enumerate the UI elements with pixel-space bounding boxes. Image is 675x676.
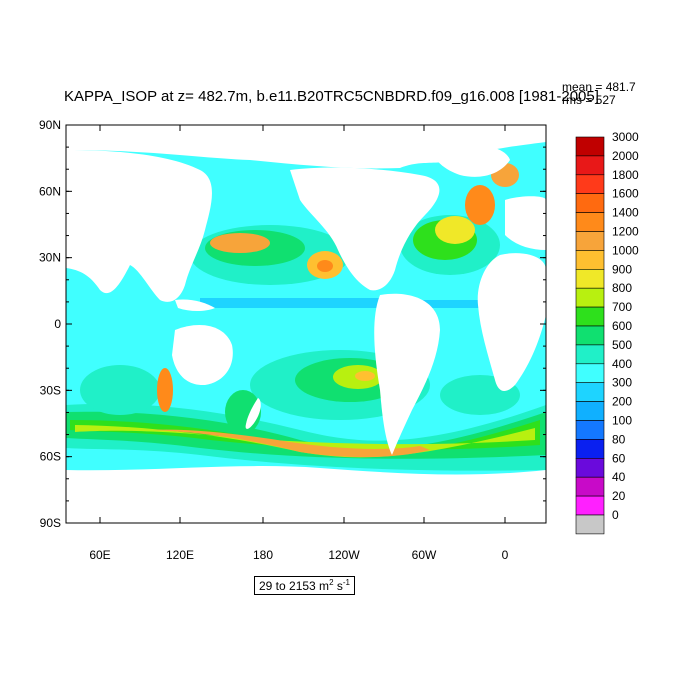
range-label: 29 to 2153 m2 s-1 <box>254 576 355 595</box>
colorbar-swatch <box>575 231 605 251</box>
lat-label: 30S <box>40 383 61 397</box>
colorbar-swatch <box>575 287 605 308</box>
colorbar: 3000200018001600140012001000900800700600… <box>575 130 639 535</box>
colorbar-label: 20 <box>612 489 626 503</box>
colorbar-swatch <box>575 193 605 213</box>
colorbar-label: 900 <box>612 262 632 276</box>
range-sup2: -1 <box>342 578 350 587</box>
longitude-axis: 60E 120E 180 120W 60W 0 <box>89 125 509 562</box>
lat-label: 0 <box>54 317 61 331</box>
colorbar-swatch <box>575 268 605 289</box>
rms-stat: rms = 527 <box>562 93 616 107</box>
colorbar-swatch <box>575 306 605 327</box>
lon-label: 60E <box>89 548 110 562</box>
lat-label: 60N <box>39 184 61 198</box>
colorbar-label: 200 <box>612 395 632 409</box>
colorbar-swatch <box>575 212 605 232</box>
colorbar-swatch <box>575 401 605 421</box>
lat-label: 90N <box>39 118 61 132</box>
lon-label: 180 <box>253 548 273 562</box>
colorbar-label: 1400 <box>612 206 639 220</box>
range-sup1: 2 <box>329 578 334 587</box>
latitude-axis: 90N 60N 30N 0 30S 60S 90S <box>39 118 546 530</box>
range-mid: s <box>333 579 343 593</box>
colorbar-swatch <box>575 439 605 459</box>
colorbar-swatch <box>575 325 605 346</box>
colorbar-label: 600 <box>612 319 632 333</box>
lon-label: 0 <box>502 548 509 562</box>
colorbar-swatch <box>575 382 605 402</box>
colorbar-swatch <box>575 344 605 365</box>
colorbar-swatch <box>575 420 605 440</box>
colorbar-swatch <box>575 155 605 176</box>
colorbar-label: 1000 <box>612 243 639 257</box>
lon-label: 120E <box>166 548 194 562</box>
colorbar-label: 700 <box>612 300 632 314</box>
colorbar-swatch <box>575 514 605 535</box>
lon-label: 60W <box>412 548 437 562</box>
colorbar-swatch <box>575 495 605 516</box>
colorbar-swatch <box>575 457 605 478</box>
lon-label: 120W <box>328 548 360 562</box>
colorbar-label: 1600 <box>612 187 639 201</box>
colorbar-swatch <box>575 250 605 270</box>
colorbar-label: 60 <box>612 451 626 465</box>
lat-label: 60S <box>40 450 61 464</box>
colorbar-label: 800 <box>612 281 632 295</box>
colorbar-swatch <box>575 476 605 497</box>
colorbar-label: 0 <box>612 508 619 522</box>
mean-stat: mean = 481.7 <box>562 80 636 94</box>
colorbar-label: 500 <box>612 338 632 352</box>
lat-label: 30N <box>39 251 61 265</box>
colorbar-label: 100 <box>612 414 632 428</box>
colorbar-swatch <box>575 363 605 383</box>
colorbar-label: 3000 <box>612 130 639 144</box>
plot-title: KAPPA_ISOP at z= 482.7m, b.e11.B20TRC5CN… <box>64 88 599 105</box>
colorbar-label: 1800 <box>612 168 639 182</box>
colorbar-label: 80 <box>612 432 626 446</box>
range-prefix: 29 to 2153 m <box>259 579 330 593</box>
colorbar-label: 300 <box>612 376 632 390</box>
colorbar-swatch <box>575 136 605 157</box>
colorbar-label: 1200 <box>612 225 639 239</box>
colorbar-swatch <box>575 174 605 195</box>
colorbar-label: 400 <box>612 357 632 371</box>
land <box>66 125 546 523</box>
lat-label: 90S <box>40 516 61 530</box>
colorbar-label: 2000 <box>612 149 639 163</box>
colorbar-label: 40 <box>612 470 626 484</box>
